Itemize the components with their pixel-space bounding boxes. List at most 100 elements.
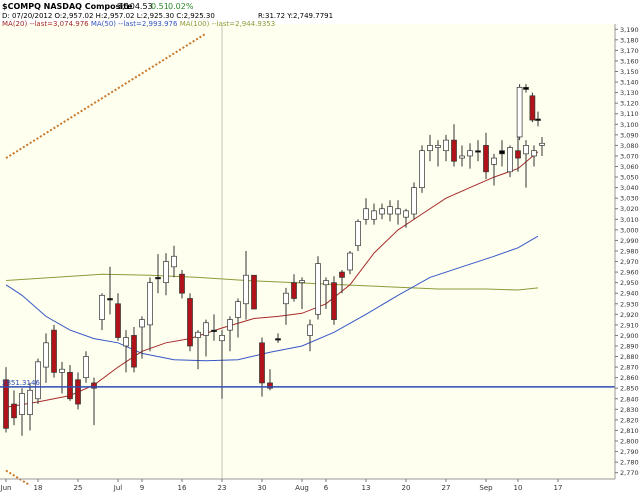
y-tick-label: 3,140 — [620, 79, 639, 87]
candle — [435, 140, 441, 167]
candle — [147, 277, 153, 352]
y-tick-label: 3,170 — [620, 47, 639, 55]
candle-body — [283, 292, 289, 305]
candle — [419, 145, 425, 193]
candle — [91, 377, 97, 426]
candle — [523, 140, 529, 188]
candle-body — [35, 361, 41, 400]
candle-body — [75, 379, 81, 405]
y-tick-label: 2,920 — [620, 311, 639, 319]
candle — [427, 134, 433, 162]
candle-body — [243, 274, 249, 305]
ma20-line — [5, 151, 539, 408]
candle — [11, 390, 17, 426]
candle-body — [235, 301, 241, 318]
candle-body — [203, 322, 209, 336]
candle — [395, 200, 401, 225]
x-tick-label: 9 — [140, 484, 144, 492]
y-axis-panel — [615, 24, 640, 479]
trendlines — [5, 32, 207, 487]
x-tick-label: 18 — [34, 484, 43, 492]
candle — [539, 136, 545, 156]
y-tick-label: 2,850 — [620, 385, 639, 393]
y-tick-label: 3,070 — [620, 152, 639, 160]
candle — [347, 250, 353, 275]
candle-body — [475, 150, 481, 153]
candle-body — [275, 338, 281, 341]
candle-body — [403, 210, 409, 218]
candle — [291, 274, 297, 302]
candle-body — [83, 356, 89, 379]
y-tick-label: 2,780 — [620, 459, 639, 467]
candle — [51, 324, 57, 378]
y-tick-label: 3,050 — [620, 174, 639, 182]
candle-body — [516, 86, 523, 138]
candle — [275, 333, 281, 343]
candle — [19, 388, 25, 436]
candle-body — [371, 210, 377, 220]
candle-body — [11, 403, 17, 419]
y-tick-label: 2,890 — [620, 342, 639, 350]
candle — [475, 140, 481, 162]
candle — [515, 136, 521, 172]
candle-body — [435, 145, 441, 148]
x-tick-label: Aug — [295, 484, 309, 492]
candle-body — [451, 139, 457, 162]
y-tick-label: 3,120 — [620, 100, 639, 108]
x-tick-label: Sep — [479, 484, 493, 492]
x-tick-label: 10 — [514, 484, 523, 492]
candle-body — [227, 319, 233, 331]
candle-body — [355, 221, 361, 247]
candle-body — [539, 142, 545, 146]
candle — [283, 287, 289, 325]
candle — [315, 256, 321, 320]
candle-body — [179, 273, 185, 294]
candle-body — [483, 145, 489, 173]
ohlc-readout: D: 07/20/2012 O:2,957.02 H:2,957.02 L:2,… — [2, 12, 215, 20]
symbol-title: $COMPQ NASDAQ Composite — [2, 2, 133, 11]
candle — [499, 140, 505, 167]
y-tick-label: 2,980 — [620, 247, 639, 255]
y-tick-label: 2,810 — [620, 427, 639, 435]
candle-body — [139, 319, 145, 328]
x-tick-label: 6 — [324, 484, 329, 492]
candle — [323, 277, 329, 310]
x-tick-label: 16 — [178, 484, 187, 492]
candle-body — [163, 261, 169, 283]
y-tick-label: 2,900 — [620, 332, 639, 340]
candle — [483, 132, 489, 180]
candle-body — [299, 280, 305, 283]
candle-body — [315, 263, 321, 315]
candle — [107, 266, 113, 315]
candle — [307, 319, 313, 352]
candle — [43, 333, 49, 383]
candle-body — [459, 155, 465, 159]
candle — [179, 269, 185, 299]
y-tick-label: 2,930 — [620, 300, 639, 308]
y-tick-label: 2,860 — [620, 374, 639, 382]
x-tick-label: 25 — [74, 484, 83, 492]
candle-body — [155, 277, 161, 280]
x-axis: Jun 18 25 Jul 9 16 23 30 Aug 6 13 20 27 Sep 10 17 — [0, 478, 615, 492]
cursor-readout: R:31.72 Y:2,749.7791 — [258, 12, 333, 20]
candle-body — [523, 86, 529, 90]
candle — [203, 319, 209, 357]
candle-body — [59, 368, 65, 373]
x-tick-label: 30 — [258, 484, 267, 492]
candle-body — [515, 150, 521, 159]
candle — [443, 134, 449, 162]
candle — [403, 208, 409, 228]
candle — [339, 269, 345, 294]
candle-body — [99, 294, 105, 320]
y-axis: 2,770 2,780 2,790 2,800 2,810 2,820 2,830 2,840… — [614, 24, 639, 479]
candle-body — [187, 298, 193, 347]
candle — [131, 326, 137, 373]
y-tick-label: 3,090 — [620, 131, 639, 139]
candle-body — [379, 208, 385, 215]
candle-body — [19, 393, 25, 415]
y-tick-label: 2,910 — [620, 321, 639, 329]
y-tick-label: 2,970 — [620, 258, 639, 266]
y-tick-label: 3,020 — [620, 205, 639, 213]
